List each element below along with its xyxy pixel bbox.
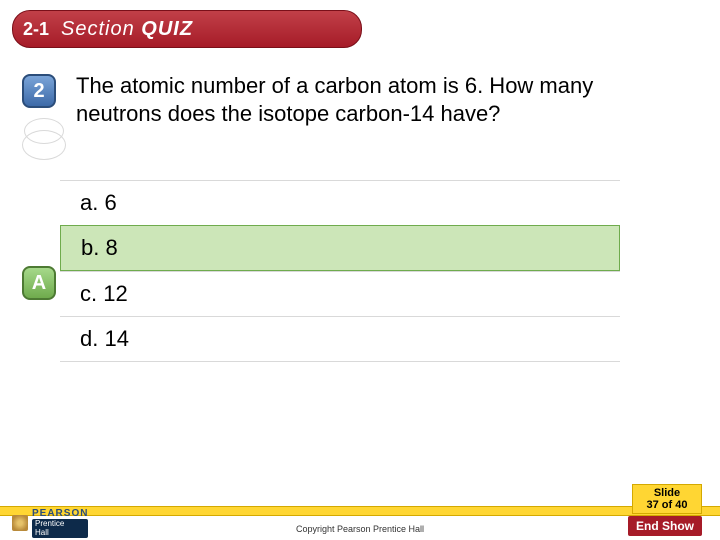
answer-option[interactable]: d. 14 <box>60 316 620 362</box>
quiz-label-bold: QUIZ <box>141 18 193 40</box>
answer-option[interactable]: b. 8 <box>60 225 620 271</box>
slide-bar <box>0 506 720 516</box>
section-quiz-header: 2-1 Section QUIZ <box>12 10 362 48</box>
ph-bottom: Hall <box>35 529 85 537</box>
ghost-oval-2 <box>22 130 66 160</box>
slide-label: Slide <box>633 487 701 499</box>
sunburst-icon <box>12 515 28 531</box>
answer-badge-letter: A <box>32 272 46 295</box>
question-text: The atomic number of a carbon atom is 6.… <box>76 72 636 127</box>
question-number: 2 <box>33 80 44 103</box>
quiz-label: Section QUIZ <box>61 18 193 41</box>
prentice-hall-box: Prentice Hall <box>32 519 88 538</box>
quiz-label-thin: Section <box>61 18 135 40</box>
slide-count: 37 of 40 <box>633 499 701 511</box>
question-number-badge: 2 <box>22 74 56 108</box>
publisher-logo: PEARSON Prentice Hall <box>12 508 88 538</box>
logo-text-block: PEARSON Prentice Hall <box>32 508 88 538</box>
answers-container: a. 6b. 8c. 12d. 14 <box>60 180 620 362</box>
answer-option[interactable]: a. 6 <box>60 180 620 225</box>
pearson-text: PEARSON <box>32 508 88 519</box>
slide-counter-box: Slide 37 of 40 <box>632 484 702 514</box>
section-number: 2-1 <box>23 19 49 40</box>
answer-badge: A <box>22 266 56 300</box>
copyright-text: Copyright Pearson Prentice Hall <box>296 524 424 534</box>
end-show-button[interactable]: End Show <box>628 516 702 536</box>
footer: Slide 37 of 40 End Show Copyright Pearso… <box>0 488 720 540</box>
answer-option[interactable]: c. 12 <box>60 271 620 316</box>
